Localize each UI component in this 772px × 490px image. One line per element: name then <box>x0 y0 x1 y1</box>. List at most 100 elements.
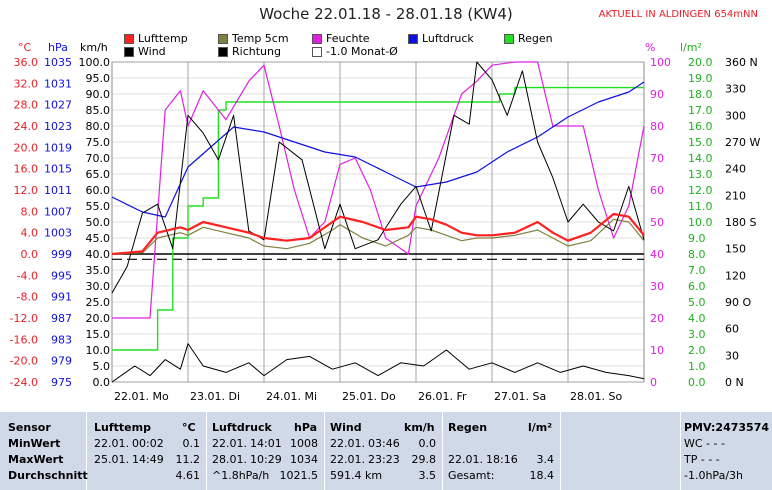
group-title-regen: Regen <box>448 421 488 434</box>
tick-label-rain: 0.0 <box>688 376 706 389</box>
legend-swatch-regen <box>504 33 514 44</box>
tick-label-pressure: 995 <box>51 269 72 282</box>
tick-label-humidity: 60 <box>650 184 664 197</box>
row-label-max: MaxWert <box>8 453 64 466</box>
tick-label-temp: 8.0 <box>21 205 39 218</box>
x-tick-label: 23.01. Di <box>190 390 240 403</box>
tick-label-wind: 55.0 <box>86 200 111 213</box>
cell: 4.61 <box>175 469 201 482</box>
group-unit-luftdruck: hPa <box>294 421 318 434</box>
tick-label-direction: 30 <box>725 349 739 362</box>
legend-label: Luftdruck <box>422 32 474 45</box>
legend-swatch-richtung <box>218 46 228 57</box>
tick-label-temp: 28.0 <box>14 99 39 112</box>
cell: 3.4 <box>536 453 555 466</box>
tick-label-rain: 1.0 <box>688 360 706 373</box>
cell: 29.8 <box>411 453 437 466</box>
pressure-unit: hPa <box>48 41 68 54</box>
sensor-header: Sensor <box>8 421 51 434</box>
tick-label-rain: 4.0 <box>688 312 706 325</box>
tick-label-direction: 330 <box>725 83 746 96</box>
tick-label-wind: 90.0 <box>86 88 111 101</box>
legend-label: Temp 5cm <box>232 32 289 45</box>
tick-label-wind: 25.0 <box>86 296 111 309</box>
tick-label-humidity: 0 <box>650 376 657 389</box>
cell: Gesamt: <box>448 469 495 482</box>
x-tick-label: 22.01. Mo <box>114 390 169 403</box>
legend-item-luftdruck: Luftdruck <box>408 32 474 45</box>
cell: 22.01. <box>448 453 483 466</box>
tick-label-temp: -16.0 <box>10 333 38 346</box>
legend-item-lufttemp: Lufttemp <box>124 32 188 45</box>
tick-label-rain: 20.0 <box>688 56 713 69</box>
x-tick-label: 28.01. So <box>570 390 622 403</box>
legend-item-regen: Regen <box>504 32 553 45</box>
divider <box>86 412 87 490</box>
pmv-title: PMV:2473574 <box>684 421 770 434</box>
tick-label-temp: -12.0 <box>10 312 38 325</box>
legend-item-monat: -1.0 Monat-Ø <box>312 45 398 58</box>
group-unit-lufttemp: °C <box>182 421 196 434</box>
series-wind <box>111 343 645 383</box>
cell: 0.1 <box>182 437 201 450</box>
x-tick-label: 24.01. Mi <box>266 390 317 403</box>
tick-label-pressure: 1007 <box>44 205 72 218</box>
cell: 03:46 <box>368 437 400 450</box>
tick-label-wind: 65.0 <box>86 168 111 181</box>
tick-label-wind: 20.0 <box>86 312 111 325</box>
cell: 591.4 km <box>330 469 383 482</box>
tick-label-temp: 36.0 <box>14 56 39 69</box>
legend-swatch-luftdruck <box>408 33 418 44</box>
group-title-lufttemp: Lufttemp <box>94 421 151 434</box>
tick-label-pressure: 1019 <box>44 141 72 154</box>
tick-label-direction: 90 O <box>725 296 751 309</box>
series-layer <box>111 61 645 383</box>
tick-label-wind: 80.0 <box>86 120 111 133</box>
tick-label-rain: 14.0 <box>688 152 713 165</box>
cell: 1021.5 <box>279 469 319 482</box>
cell: 23:23 <box>368 453 400 466</box>
group-title-wind: Wind <box>330 421 362 434</box>
group-title-luftdruck: Luftdruck <box>212 421 272 434</box>
tick-label-rain: 9.0 <box>688 232 706 245</box>
cell: 22.01. <box>94 437 129 450</box>
weather-chart: 36.0 32.0 28.0 24.0 20.0 16.0 12.0 8.0 4.0 0.0 -4.… <box>10 56 761 403</box>
humidity-unit: % <box>645 41 656 54</box>
cell: 18:16 <box>486 453 518 466</box>
tick-label-humidity: 10 <box>650 344 664 357</box>
divider <box>680 412 681 490</box>
tick-label-pressure: 979 <box>51 355 72 368</box>
tick-label-temp: -4.0 <box>17 269 38 282</box>
tick-label-rain: 10.0 <box>688 216 713 229</box>
tick-label-humidity: 90 <box>650 88 664 101</box>
pmv-line: TP - - - <box>684 453 720 466</box>
legend-swatch-temp5cm <box>218 33 228 44</box>
tick-label-temp: 0.0 <box>21 248 39 261</box>
tick-label-direction: 150 <box>725 243 746 256</box>
rain-unit: l/m² <box>680 41 702 54</box>
tick-label-pressure: 975 <box>51 376 72 389</box>
tick-label-wind: 95.0 <box>86 72 111 85</box>
x-tick-label: 26.01. Fr <box>418 390 467 403</box>
cell: 22.01. <box>330 453 365 466</box>
tick-label-rain: 12.0 <box>688 184 713 197</box>
tick-label-direction: 0 N <box>725 376 744 389</box>
summary-table: Sensor MinWert MaxWert Durchschnitt Luft… <box>0 412 772 490</box>
tick-label-temp: -8.0 <box>17 291 38 304</box>
row-label-min: MinWert <box>8 437 61 450</box>
tick-labels: 36.0 32.0 28.0 24.0 20.0 16.0 12.0 8.0 4.0 0.0 -4.… <box>10 56 761 403</box>
tick-label-direction: 300 <box>725 109 746 122</box>
tick-label-humidity: 20 <box>650 312 664 325</box>
tick-label-rain: 5.0 <box>688 296 706 309</box>
legend-item-temp5cm: Temp 5cm <box>218 32 289 45</box>
series-luftdruck <box>111 81 645 218</box>
cell: 28.01. <box>212 453 247 466</box>
tick-label-rain: 6.0 <box>688 280 706 293</box>
tick-label-rain: 8.0 <box>688 248 706 261</box>
cell: 25.01. <box>94 453 129 466</box>
tick-label-temp: -20.0 <box>10 355 38 368</box>
tick-label-pressure: 1035 <box>44 56 72 69</box>
tick-label-pressure: 1003 <box>44 227 72 240</box>
tick-label-wind: 45.0 <box>86 232 111 245</box>
legend-item-feuchte: Feuchte <box>312 32 370 45</box>
